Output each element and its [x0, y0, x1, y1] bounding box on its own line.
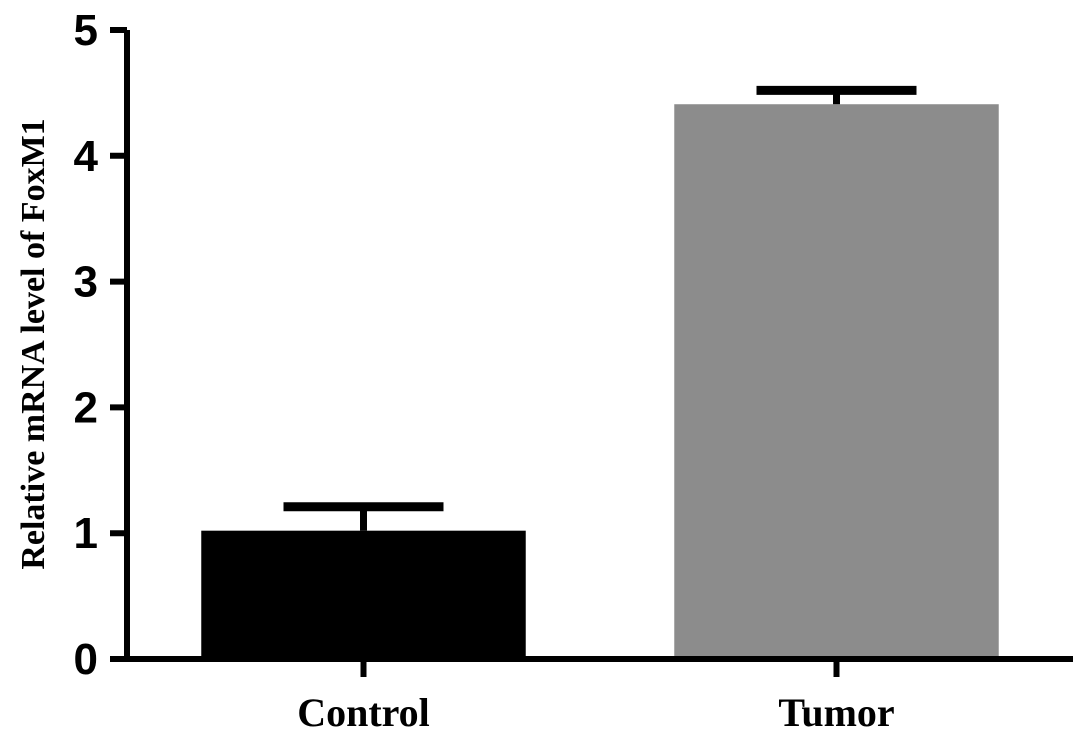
y-ticks: 0 1 2 3 4 5 — [74, 6, 127, 684]
y-tick-label: 3 — [74, 258, 98, 307]
x-tick-label-tumor: Tumor — [778, 690, 894, 735]
bar-tumor — [674, 104, 999, 657]
x-ticks: Control Tumor — [297, 659, 895, 735]
axes — [124, 30, 1073, 662]
y-tick-label: 5 — [74, 6, 98, 55]
y-tick-label: 4 — [74, 132, 99, 181]
x-tick-label-control: Control — [297, 690, 430, 735]
y-tick-label: 1 — [74, 509, 98, 558]
y-axis-title: Relative mRNA level of FoxM1 — [15, 118, 52, 569]
bar-control — [201, 530, 526, 656]
y-tick-label: 2 — [74, 383, 98, 432]
y-tick-label: 0 — [74, 635, 98, 684]
bars — [201, 85, 999, 657]
